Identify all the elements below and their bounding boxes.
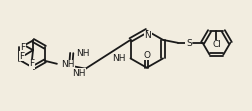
Text: S: S bbox=[185, 39, 191, 48]
Text: NH: NH bbox=[75, 49, 89, 58]
Text: NH: NH bbox=[61, 60, 74, 69]
Text: F: F bbox=[29, 59, 35, 68]
Text: NH: NH bbox=[112, 54, 125, 63]
Text: F: F bbox=[19, 52, 25, 60]
Text: Cl: Cl bbox=[211, 40, 220, 49]
Text: F: F bbox=[20, 43, 26, 52]
Text: NH: NH bbox=[72, 69, 86, 78]
Text: N: N bbox=[144, 31, 150, 40]
Text: O: O bbox=[143, 51, 150, 59]
